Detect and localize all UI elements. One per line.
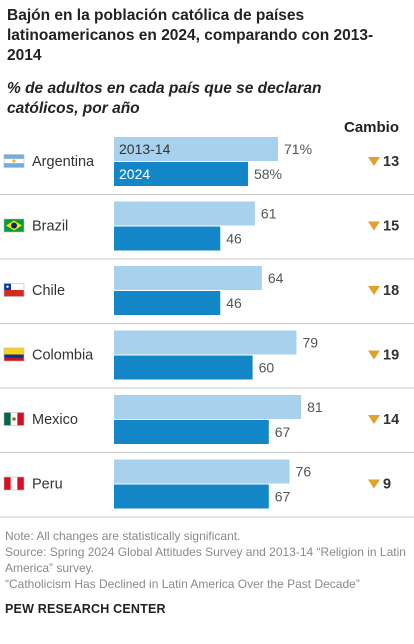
change-down-arrow-icon: [368, 350, 380, 360]
country-label: Chile: [32, 283, 65, 299]
value-label-2013-14: 64: [268, 270, 284, 286]
bar-2024: [114, 355, 253, 380]
change-value: 13: [383, 154, 399, 170]
change-down-arrow-icon: [368, 221, 380, 231]
change-value: 19: [383, 348, 399, 364]
chile-flag: [3, 283, 25, 297]
value-label-2024: 46: [226, 231, 242, 247]
bar-2024: [114, 226, 221, 251]
country-label: Peru: [32, 477, 63, 493]
change-down-arrow-icon: [368, 479, 380, 489]
peru-flag: [3, 476, 25, 491]
bar-2024: [114, 291, 221, 315]
value-label-2024: 67: [275, 424, 291, 440]
change-value: 15: [383, 219, 399, 235]
change-column-header: Cambio: [344, 119, 400, 136]
value-label-2013-14: 81: [307, 399, 323, 415]
change-down-arrow-icon: [368, 157, 380, 166]
bar-2024: [114, 420, 269, 444]
bar-2024: [114, 484, 269, 509]
bar-2013-14: [114, 137, 279, 161]
bar-2013-14: [114, 201, 255, 226]
argentina-flag: [3, 154, 25, 168]
change-value: 9: [383, 477, 391, 493]
change-down-arrow-icon: [368, 415, 380, 424]
chart-title: Bajón en la población católica de países…: [7, 7, 374, 64]
value-label-2024: 58%: [254, 166, 282, 182]
chart-subtitle: % de adultos en cada país que se declara…: [7, 80, 322, 117]
chart-notes: Note: All changes are statistically sign…: [5, 528, 410, 592]
series-label-2013-14: 2013-14: [119, 141, 171, 157]
value-label-2013-14: 71%: [284, 141, 312, 157]
value-label-2013-14: 61: [261, 206, 277, 222]
value-label-2013-14: 79: [302, 335, 318, 351]
colombia-flag: [3, 347, 25, 362]
mexico-flag: [3, 412, 25, 426]
report-title-line: “Catholicism Has Declined in Latin Ameri…: [5, 577, 360, 591]
brazil-flag: [3, 218, 25, 233]
country-label: Argentina: [32, 154, 95, 170]
value-label-2024: 60: [259, 360, 275, 376]
country-label: Mexico: [32, 412, 78, 428]
series-label-2024: 2024: [119, 166, 150, 182]
change-value: 14: [383, 412, 399, 428]
country-label: Brazil: [32, 219, 68, 235]
country-label: Colombia: [32, 348, 94, 364]
bar-2024: [114, 162, 248, 186]
bar-2013-14: [114, 266, 262, 290]
brand-logo-text: PEW RESEARCH CENTER: [5, 602, 166, 616]
value-label-2013-14: 76: [296, 464, 312, 480]
source-line: Source: Spring 2024 Global Attitudes Sur…: [5, 545, 406, 575]
bar-2013-14: [114, 459, 290, 484]
change-value: 18: [383, 283, 399, 299]
value-label-2024: 46: [226, 295, 242, 311]
change-down-arrow-icon: [368, 286, 380, 295]
bar-chart: Argentina 71%58% 2013-14 2024 13 Brazil 61 46 15…: [0, 137, 414, 518]
value-label-2024: 67: [275, 489, 291, 505]
bar-2013-14: [114, 395, 302, 419]
note-line: Note: All changes are statistically sign…: [5, 529, 241, 543]
bar-2013-14: [114, 330, 297, 355]
